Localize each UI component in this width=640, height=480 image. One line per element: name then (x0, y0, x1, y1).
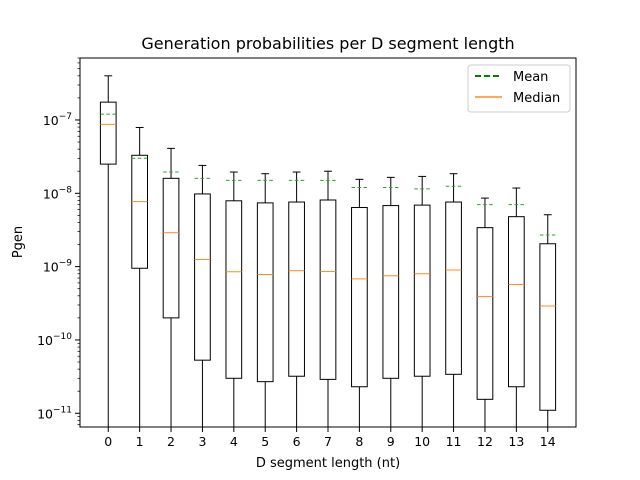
iqr-box (508, 216, 525, 388)
box-7 (319, 170, 337, 427)
box-13 (508, 187, 525, 427)
y-tick-label-3: 10−8 (43, 185, 72, 201)
y-axis-label: Pgen (11, 226, 26, 258)
iqr-box (351, 207, 368, 388)
x-tick-label-6: 6 (293, 434, 301, 449)
x-tick-label-0: 0 (104, 434, 112, 449)
y-tick-label-4: 10−7 (43, 112, 72, 128)
iqr-box (445, 201, 462, 375)
iqr-box (476, 227, 494, 400)
iqr-box (413, 204, 431, 377)
iqr-box (256, 202, 274, 383)
y-tick-label-0: 10−11 (37, 405, 72, 421)
y-tick-base-3: 10 (43, 186, 59, 201)
x-tick-label-8: 8 (355, 434, 363, 449)
box-2 (162, 147, 180, 427)
y-tick-base-0: 10 (37, 406, 53, 421)
box-8 (351, 178, 368, 427)
y-tick-exponent-2: −9 (59, 259, 73, 269)
box-0 (99, 75, 117, 427)
box-9 (382, 176, 400, 427)
iqr-box (539, 243, 557, 411)
y-tick-exponent-3: −8 (59, 185, 73, 195)
y-tick-label-2: 10−9 (43, 259, 72, 275)
box-1 (131, 126, 148, 427)
x-tick-label-7: 7 (324, 434, 332, 449)
y-tick-base-1: 10 (37, 333, 53, 348)
y-tick-base-4: 10 (43, 113, 59, 128)
box-12 (476, 197, 494, 427)
x-tick-label-3: 3 (198, 434, 206, 449)
y-tick-exponent-0: −11 (53, 405, 72, 415)
box-10 (413, 175, 431, 427)
iqr-box (319, 199, 337, 380)
x-tick-label-12: 12 (477, 434, 493, 449)
box-3 (194, 164, 211, 427)
x-tick-label-11: 11 (446, 434, 462, 449)
x-tick-label-1: 1 (136, 434, 144, 449)
y-tick-exponent-1: −10 (53, 332, 72, 342)
box-14 (539, 214, 557, 427)
x-axis: 0 1 2 3 4 5 6 7 8 9 10 11 12 13 14 (104, 427, 556, 449)
x-axis-label: D segment length (nt) (256, 456, 400, 471)
plot-frame (79, 57, 577, 428)
box-5 (256, 173, 274, 427)
box-6 (288, 171, 305, 427)
y-tick-label-1: 10−10 (37, 332, 72, 348)
iqr-box (225, 200, 243, 379)
iqr-box (288, 201, 305, 377)
y-tick-base-2: 10 (43, 260, 59, 275)
box-11 (445, 173, 462, 427)
x-tick-label-10: 10 (414, 434, 430, 449)
x-tick-label-4: 4 (230, 434, 238, 449)
x-tick-label-9: 9 (387, 434, 395, 449)
x-tick-label-13: 13 (508, 434, 524, 449)
iqr-box (382, 205, 400, 379)
iqr-box (131, 154, 148, 269)
chart-title: Generation probabilities per D segment l… (141, 34, 514, 53)
legend-median-label: Median (513, 91, 560, 106)
iqr-box (99, 101, 117, 165)
iqr-box (194, 193, 211, 361)
iqr-box (162, 177, 180, 319)
y-tick-exponent-4: −7 (59, 112, 72, 122)
legend-mean-label: Mean (513, 70, 548, 85)
x-tick-label-2: 2 (167, 434, 175, 449)
box-series (99, 75, 557, 427)
legend: Mean Median (467, 64, 571, 113)
x-tick-label-14: 14 (540, 434, 556, 449)
box-4 (225, 171, 243, 427)
x-tick-label-5: 5 (261, 434, 269, 449)
